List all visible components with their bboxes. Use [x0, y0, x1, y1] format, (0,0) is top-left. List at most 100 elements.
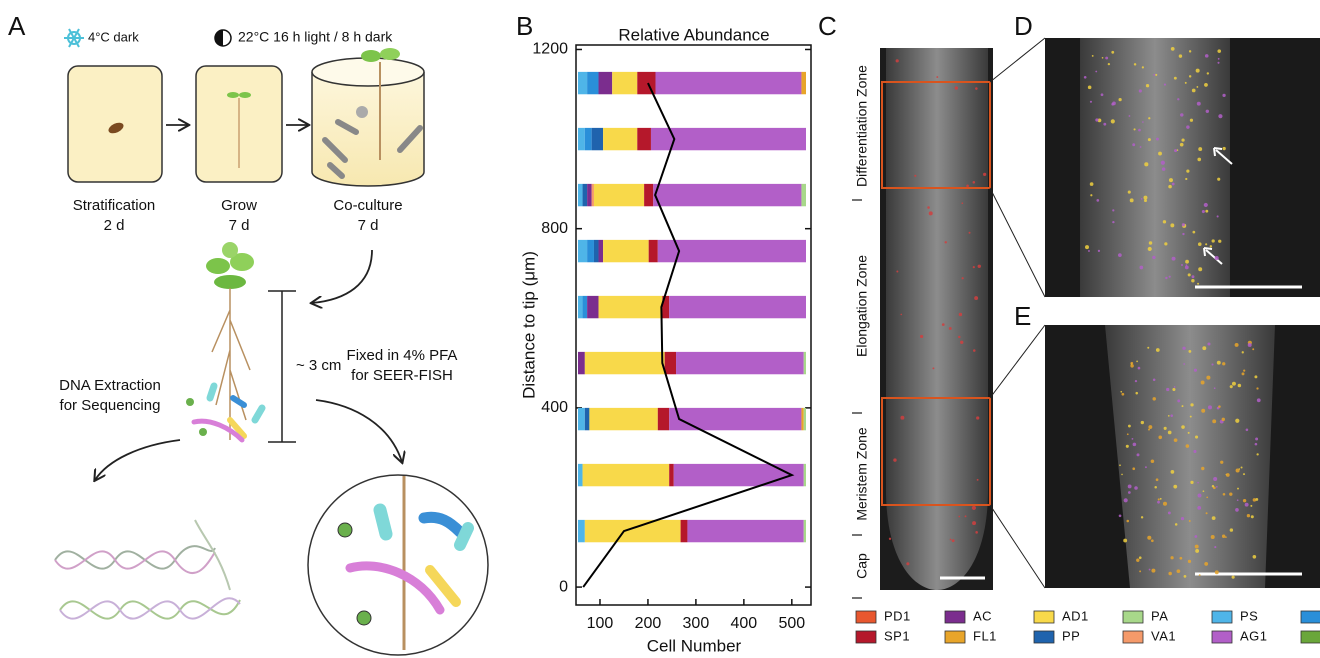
speckle: [1174, 523, 1178, 526]
speckle: [1256, 453, 1259, 456]
speckle: [1220, 460, 1224, 464]
speckle: [1179, 556, 1183, 560]
legend-swatch: [1300, 630, 1320, 644]
zone-label: Elongation Zone: [854, 255, 870, 357]
speckle: [972, 266, 975, 269]
speckle: [1139, 265, 1144, 270]
bar-segment: [687, 519, 804, 543]
speckle: [1130, 361, 1134, 365]
zoom-box: [881, 397, 991, 506]
x-tick-label: 300: [683, 615, 710, 632]
speckle: [1190, 403, 1194, 407]
legend-label: PP: [1062, 628, 1080, 643]
speckle: [1184, 81, 1187, 84]
plant-leaf: [361, 50, 381, 62]
bar-segment: [644, 183, 654, 207]
speckle: [1148, 117, 1151, 120]
y-axis-label: Distance to tip (μm): [519, 251, 538, 399]
speckle: [927, 206, 930, 209]
speckle: [1235, 418, 1240, 423]
speckle: [1112, 209, 1115, 212]
legend-swatch: [1300, 610, 1320, 624]
bar-segment: [587, 295, 599, 319]
zone-label: Meristem Zone: [854, 427, 870, 521]
speckle: [1089, 100, 1093, 103]
speckle: [1173, 484, 1178, 489]
x-tick-label: 200: [635, 615, 662, 632]
speckle: [1217, 61, 1220, 64]
legend-swatch: [855, 610, 877, 624]
speckle: [1186, 169, 1190, 173]
speckle: [906, 562, 910, 566]
speckle: [1132, 467, 1136, 471]
speckle: [1191, 278, 1195, 283]
bar-segment: [801, 183, 806, 207]
speckle: [1187, 273, 1191, 277]
speckle: [1231, 381, 1236, 386]
speckle: [1118, 98, 1122, 102]
bar-segment: [598, 295, 663, 319]
step-duration: 2 d: [104, 217, 125, 234]
bar-segment: [582, 463, 670, 487]
speckle: [1125, 444, 1129, 448]
speckle: [1255, 437, 1259, 441]
bar-segment: [655, 71, 802, 95]
legend-label: PS: [1240, 608, 1258, 623]
speckle: [1170, 556, 1174, 560]
speckle: [1167, 430, 1172, 435]
speckle: [1135, 391, 1139, 395]
plant-leaf: [206, 258, 230, 274]
magnified-view: [307, 474, 489, 656]
speckle: [1246, 514, 1251, 518]
speckle: [1134, 486, 1138, 490]
speckle: [1184, 265, 1189, 270]
speckle: [1214, 570, 1219, 575]
speckle: [1089, 182, 1094, 186]
speckle: [958, 515, 961, 518]
speckle: [1163, 426, 1167, 430]
speckle: [1160, 160, 1165, 165]
bacteria: [206, 382, 218, 402]
speckle: [1218, 114, 1223, 119]
speckle: [1147, 246, 1152, 252]
speckle: [1187, 431, 1190, 434]
speckle: [1087, 85, 1092, 90]
speckle: [900, 313, 903, 316]
bar-segment: [598, 239, 604, 263]
bar-segment: [584, 127, 592, 151]
speckle: [1185, 259, 1189, 264]
speckle: [1095, 70, 1098, 73]
speckle: [958, 312, 963, 317]
speckle: [941, 323, 945, 326]
speckle: [1166, 387, 1170, 392]
bar-segment: [669, 407, 802, 431]
speckle: [1209, 245, 1213, 248]
speckle: [1129, 198, 1134, 203]
speckle: [1225, 473, 1230, 477]
zone-divider: [852, 199, 862, 599]
speckle: [1196, 101, 1201, 106]
speckle: [1214, 256, 1219, 261]
bar-segment: [612, 71, 638, 95]
cell-number-line: [582, 82, 795, 588]
dna-strand: [194, 519, 231, 591]
speckle: [1222, 146, 1226, 151]
speckle: [1204, 83, 1208, 87]
speckle: [1150, 459, 1155, 464]
step-label: Co-culture: [333, 197, 402, 214]
speckle: [1255, 498, 1259, 501]
bar-segment: [593, 239, 599, 263]
bacteria: [418, 511, 466, 538]
speckle: [1177, 98, 1180, 101]
bar-segment: [587, 71, 599, 95]
condition: 22°C 16 h light / 8 h dark: [238, 29, 393, 45]
speckle: [961, 202, 964, 205]
speckle: [1132, 143, 1136, 147]
bar-segment: [676, 351, 804, 375]
arrow: [312, 249, 373, 303]
speckle: [968, 231, 971, 234]
speckle: [1112, 220, 1115, 224]
speckle: [1204, 54, 1209, 58]
legend-swatch: [1122, 630, 1144, 644]
bar-segment: [591, 127, 604, 151]
